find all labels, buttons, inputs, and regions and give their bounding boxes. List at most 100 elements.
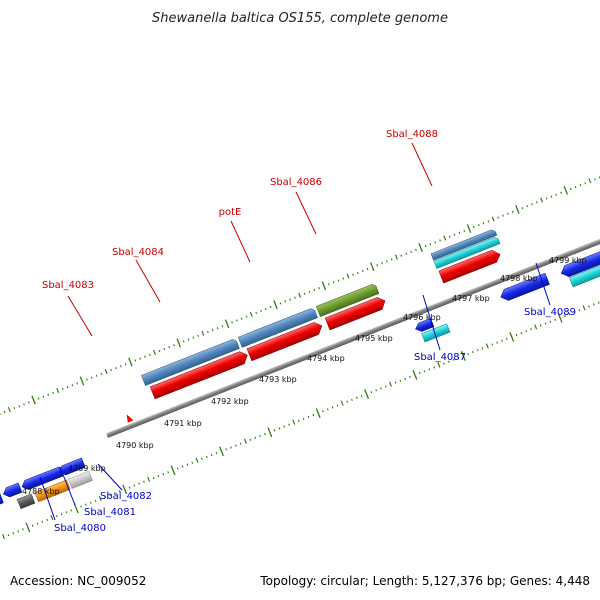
- minor-tick: [76, 382, 79, 385]
- leader-sbal-4083: [67, 295, 93, 337]
- gene-label-sbal-4081[interactable]: Sbal_4081: [84, 507, 136, 518]
- minor-tick: [429, 243, 432, 246]
- major-tick: [25, 522, 31, 533]
- minor-tick: [80, 505, 82, 508]
- gene-sbal-4087-cyan-bar: [421, 323, 451, 343]
- gene-sbal-4084-arrow: [149, 351, 248, 400]
- minor-tick: [3, 410, 6, 414]
- minor-tick: [540, 197, 544, 203]
- leader-sbal-4088: [411, 142, 433, 187]
- minor-tick: [584, 182, 587, 185]
- major-tick: [176, 338, 181, 348]
- kbp-label: 4798 kbp: [500, 274, 538, 283]
- gene-label-sbal-4082[interactable]: Sbal_4082: [100, 491, 152, 502]
- kbp-label: 4796 kbp: [403, 313, 441, 322]
- minor-tick: [578, 309, 581, 312]
- minor-tick: [376, 264, 379, 267]
- kbp-label: 4792 kbp: [211, 397, 249, 406]
- minor-tick: [173, 344, 175, 347]
- minor-tick: [37, 397, 40, 400]
- kbp-labels: 4788 kbp 4789 kbp 4790 kbp 4791 kbp 4792…: [22, 256, 587, 496]
- kbp-label: 4793 kbp: [259, 375, 297, 384]
- minor-tick: [249, 438, 252, 441]
- minor-tick: [265, 307, 267, 311]
- gene-label-sbal-4088[interactable]: Sbal_4088: [386, 129, 438, 140]
- minor-tick: [86, 378, 88, 381]
- minor-tick: [399, 379, 402, 382]
- gene-label-sbal-4084[interactable]: Sbal_4084: [112, 247, 164, 258]
- minor-tick: [521, 206, 524, 210]
- minor-tick: [525, 330, 528, 333]
- minor-tick: [385, 260, 388, 263]
- minor-tick: [47, 393, 50, 396]
- minor-tick: [443, 362, 445, 365]
- minor-tick: [114, 492, 116, 495]
- minor-tick: [27, 401, 30, 404]
- minor-tick: [453, 233, 456, 236]
- minor-tick: [351, 398, 353, 401]
- minor-tick: [467, 352, 469, 356]
- minor-tick: [221, 325, 224, 328]
- minor-tick: [22, 528, 24, 531]
- gene-sbal-4081-bar: [34, 479, 71, 503]
- minor-tick: [128, 486, 131, 489]
- minor-tick: [147, 476, 151, 482]
- minor-tick: [487, 220, 490, 223]
- major-tick: [128, 357, 133, 367]
- minor-tick: [352, 273, 354, 276]
- gene-reverse-2-arrow: [3, 482, 23, 498]
- minor-tick: [288, 423, 290, 426]
- kbp-label: 4790 kbp: [116, 441, 154, 450]
- minor-tick: [210, 453, 213, 457]
- gene-label-sbal-4089[interactable]: Sbal_4089: [524, 307, 576, 318]
- minor-tick: [110, 368, 112, 372]
- gene-label-pote[interactable]: potE: [219, 207, 242, 218]
- gene-sbal-4089-arrow: [500, 272, 550, 301]
- minor-tick: [278, 427, 281, 430]
- minor-tick: [447, 360, 450, 363]
- major-tick: [370, 262, 375, 272]
- minor-tick: [439, 239, 441, 242]
- minor-tick: [336, 404, 339, 407]
- gene-labels: Sbal_4083 Sbal_4084 potE Sbal_4086 Sbal_…: [42, 129, 576, 534]
- minor-tick: [337, 279, 340, 282]
- gene-label-sbal-4080[interactable]: Sbal_4080: [54, 523, 106, 534]
- minor-tick: [284, 300, 287, 303]
- minor-tick: [384, 385, 387, 388]
- minor-tick: [192, 336, 195, 339]
- minor-tick: [389, 381, 393, 387]
- minor-tick: [482, 222, 485, 225]
- leader-sbal-4086: [295, 191, 317, 235]
- minor-tick: [17, 530, 20, 533]
- gene-pote-bar: [237, 308, 318, 348]
- kbp-label: 4789 kbp: [68, 464, 106, 473]
- minor-tick: [409, 375, 411, 379]
- minor-tick: [534, 324, 538, 330]
- minor-tick: [98, 495, 102, 501]
- gene-label-sbal-4087[interactable]: Sbal_4087: [414, 352, 466, 363]
- minor-tick: [186, 463, 189, 466]
- minor-tick: [415, 248, 417, 252]
- minor-tick: [361, 269, 364, 273]
- minor-tick: [2, 534, 5, 540]
- minor-tick: [254, 436, 257, 440]
- minor-tick: [526, 204, 529, 208]
- minor-tick: [283, 425, 286, 428]
- minor-tick: [7, 407, 11, 413]
- minor-tick: [588, 178, 592, 184]
- minor-tick: [381, 262, 383, 265]
- gene-label-sbal-4086[interactable]: Sbal_4086: [270, 177, 322, 188]
- kbp-label: 4794 kbp: [307, 354, 345, 363]
- minor-tick: [544, 322, 547, 325]
- gene-sbal-4086-arrow: [324, 297, 386, 331]
- kbp-label: 4788 kbp: [22, 487, 60, 496]
- minor-tick: [205, 455, 208, 459]
- minor-tick: [109, 493, 111, 497]
- minor-tick: [515, 333, 518, 337]
- major-tick: [364, 389, 370, 399]
- minor-tick: [84, 503, 87, 506]
- gene-label-sbal-4083[interactable]: Sbal_4083: [42, 280, 94, 291]
- minor-tick: [574, 185, 577, 189]
- minor-tick: [582, 305, 586, 311]
- forward-strand-genes: [126, 229, 501, 423]
